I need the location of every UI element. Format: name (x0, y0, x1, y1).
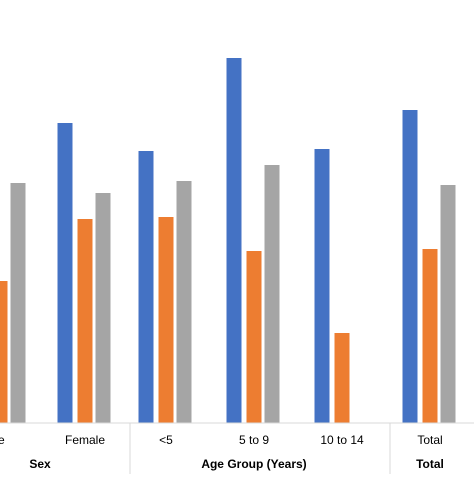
group-label: Age Group (Years) (201, 457, 306, 471)
bar-s3-female (95, 193, 111, 423)
group-label: Sex (29, 457, 51, 471)
category-labels: le Female <5 5 to 9 10 to 14 Total Sex Age Grou… (0, 433, 444, 471)
bar-s3-5-to-9 (264, 165, 280, 423)
category-label: le (0, 433, 5, 447)
category-label: <5 (159, 433, 173, 447)
bar-s2-10-to-14 (334, 333, 350, 423)
category-label: 10 to 14 (320, 433, 364, 447)
category-label: Total (417, 433, 442, 447)
bar-s3-total (440, 185, 456, 423)
category-label: 5 to 9 (239, 433, 269, 447)
category-label: Female (65, 433, 105, 447)
bar-s1-female (57, 123, 73, 423)
bar-s2-female (77, 219, 93, 423)
bar-s1-10-to-14 (314, 149, 330, 423)
bar-s2-5-to-9 (246, 251, 262, 423)
bar-s2-total (422, 249, 438, 423)
group-label: Total (416, 457, 444, 471)
bar-s3--5 (176, 181, 192, 423)
bar-s1-total (402, 110, 418, 423)
bar-s2-le (0, 281, 8, 423)
bar-s2--5 (158, 217, 174, 423)
category-axis (0, 422, 474, 474)
bar-s1--5 (138, 151, 154, 423)
bars-layer (0, 58, 456, 423)
bar-s1-5-to-9 (226, 58, 242, 423)
bar-s3-le (10, 183, 26, 423)
